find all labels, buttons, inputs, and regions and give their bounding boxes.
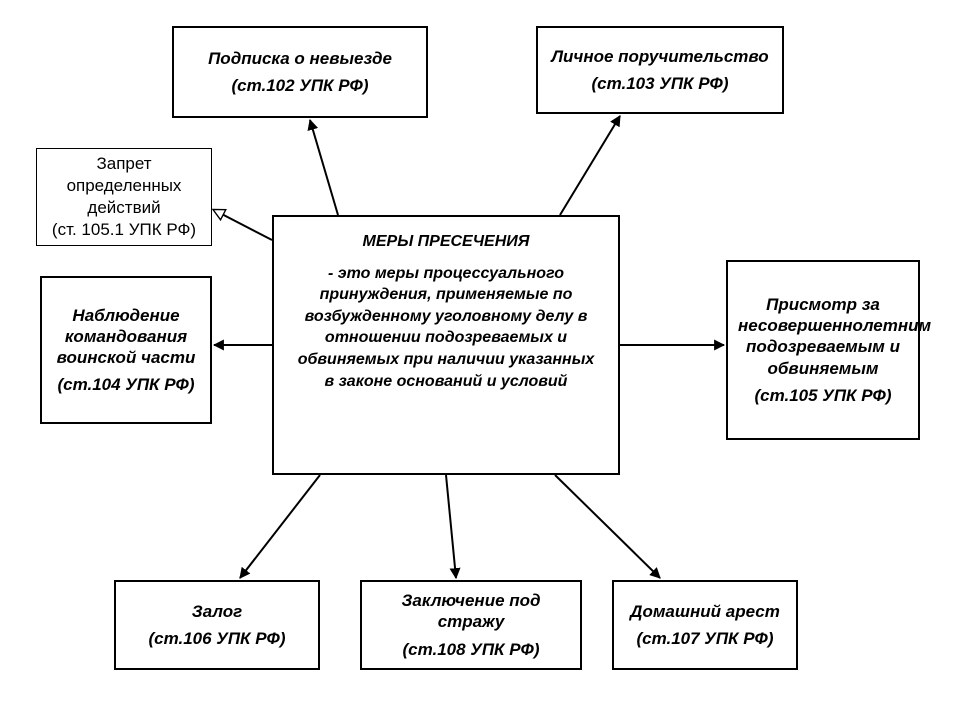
node-detention-title: Заключение под стражу	[372, 590, 570, 633]
node-house-arrest-ref: (ст.107 УПК РФ)	[624, 628, 786, 649]
node-house-arrest: Домашний арест (ст.107 УПК РФ)	[612, 580, 798, 670]
node-command-title: Наблюдение командования воинской части	[52, 305, 200, 369]
node-personal-surety-title: Личное поручительство	[548, 46, 772, 67]
node-recognizance-ref: (ст.102 УПК РФ)	[184, 75, 416, 96]
node-command-supervision: Наблюдение командования воинской части (…	[40, 276, 212, 424]
node-command-ref: (ст.104 УПК РФ)	[52, 374, 200, 395]
node-bail: Залог (ст.106 УПК РФ)	[114, 580, 320, 670]
central-node: МЕРЫ ПРЕСЕЧЕНИЯ - это меры процессуально…	[272, 215, 620, 475]
central-title: МЕРЫ ПРЕСЕЧЕНИЯ	[292, 231, 600, 253]
node-prohibition-ref: (ст. 105.1 УПК РФ)	[45, 219, 203, 241]
node-recognizance: Подписка о невыезде (ст.102 УПК РФ)	[172, 26, 428, 118]
node-detention: Заключение под стражу (ст.108 УПК РФ)	[360, 580, 582, 670]
node-bail-ref: (ст.106 УПК РФ)	[126, 628, 308, 649]
node-prohibition: Запрет определенных действий (ст. 105.1 …	[36, 148, 212, 246]
node-house-arrest-title: Домашний арест	[624, 601, 786, 622]
node-recognizance-title: Подписка о невыезде	[184, 48, 416, 69]
node-detention-ref: (ст.108 УПК РФ)	[372, 639, 570, 660]
node-minor-ref: (ст.105 УПК РФ)	[738, 385, 908, 406]
node-minor-title: Присмотр за несовершеннолетним подозрева…	[738, 294, 908, 379]
central-body: - это меры процессуального принуждения, …	[292, 263, 600, 393]
node-bail-title: Залог	[126, 601, 308, 622]
diagram-canvas: МЕРЫ ПРЕСЕЧЕНИЯ - это меры процессуально…	[0, 0, 960, 720]
node-personal-surety-ref: (ст.103 УПК РФ)	[548, 73, 772, 94]
node-prohibition-title: Запрет определенных действий	[45, 153, 203, 219]
node-minor-supervision: Присмотр за несовершеннолетним подозрева…	[726, 260, 920, 440]
node-personal-surety: Личное поручительство (ст.103 УПК РФ)	[536, 26, 784, 114]
